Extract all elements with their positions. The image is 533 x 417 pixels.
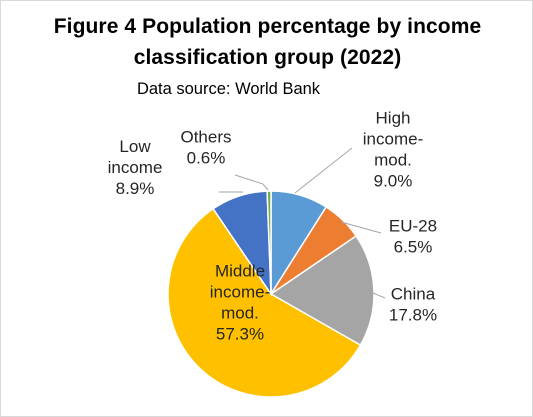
data-label-value: 6.5%	[394, 238, 433, 257]
pie-slice-3	[167, 207, 362, 398]
data-label-5: Others 0.6%	[180, 128, 231, 168]
pie-slice-2	[269, 234, 375, 347]
chart-title-line-1: Figure 4 Population percentage by income	[53, 15, 482, 38]
data-label-4: Low income 8.9%	[108, 137, 163, 198]
data-label-3: Middle income-mod. 57.3%	[210, 262, 270, 344]
data-label-1: EU-28 6.5%	[389, 217, 437, 257]
data-label-name: Middle	[215, 262, 265, 281]
data-label-value: 0.6%	[187, 149, 226, 168]
data-label-value: 57.3%	[216, 325, 264, 344]
data-label-name: mod.	[221, 304, 259, 323]
chart-subtitle: Data source: World Bank	[136, 80, 321, 98]
data-label-name: EU-28	[389, 217, 437, 236]
chart-title-line-2: classification group (2022)	[133, 46, 402, 69]
data-label-name: China	[391, 285, 436, 304]
data-label-name: income-	[363, 130, 423, 149]
data-label-name: Others	[180, 128, 231, 147]
pie-slice-5	[266, 190, 272, 295]
data-label-name: High	[376, 109, 411, 128]
data-label-value: 17.8%	[389, 306, 437, 325]
leader-line-0	[294, 147, 353, 194]
leader-line-2	[372, 292, 386, 299]
data-label-value: 9.0%	[374, 172, 413, 191]
data-label-name: mod.	[374, 151, 412, 170]
data-label-name: income-	[210, 283, 270, 302]
data-label-name: Low	[119, 137, 151, 156]
leader-line-1	[340, 221, 382, 234]
leader-line-5	[234, 174, 269, 191]
data-label-2: China 17.8%	[389, 285, 437, 325]
data-label-0: High income-mod. 9.0%	[363, 109, 423, 191]
data-label-value: 8.9%	[116, 179, 155, 198]
data-label-name: income	[108, 158, 163, 177]
